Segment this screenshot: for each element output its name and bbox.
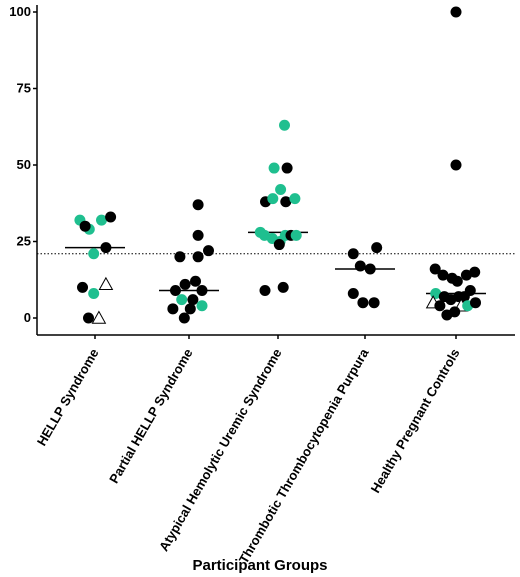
- data-point-black-12: [192, 199, 204, 211]
- data-point-black-49: [347, 288, 359, 300]
- data-point-black-47: [354, 260, 366, 272]
- y-tick-label-25: 25: [17, 234, 31, 249]
- labels-layer: HELLP Syndrome Partial HELLP SyndromeAtyp…: [34, 345, 463, 566]
- data-point-black-53: [450, 159, 462, 171]
- y-tick-label-50: 50: [17, 157, 31, 172]
- data-point-black-10: [83, 312, 94, 324]
- data-point-black-17: [179, 278, 191, 290]
- data-point-black-33: [280, 196, 292, 208]
- data-point-green-5: [88, 248, 100, 260]
- data-point-black-20: [196, 284, 208, 296]
- data-point-black-72: [449, 306, 461, 318]
- data-point-black-13: [192, 229, 204, 241]
- category-label-0: HELLP Syndrome: [34, 346, 102, 448]
- data-point-black-67: [434, 300, 446, 312]
- data-point-black-18: [190, 275, 201, 287]
- y-tick-label-0: 0: [24, 310, 31, 325]
- x-axis-title: Participant Groups: [192, 557, 327, 574]
- data-point-green-30: [275, 183, 287, 195]
- data-point-black-7: [77, 281, 89, 293]
- data-point-black-70: [470, 297, 481, 309]
- category-label-4: Healthy Pregnant Controls: [368, 346, 463, 496]
- y-tick-label-100: 100: [9, 4, 31, 19]
- data-point-black-4: [105, 211, 117, 223]
- axes: 0 25 50 75 100: [9, 4, 515, 339]
- data-point-black-43: [259, 284, 271, 296]
- category-label-1: Partial HELLP Syndrome: [106, 346, 195, 486]
- data-point-black-6: [100, 242, 112, 254]
- data-point-black-45: [347, 248, 359, 260]
- data-point-open-8: [98, 276, 114, 291]
- data-point-black-52: [450, 6, 462, 18]
- data-point-green-32: [267, 193, 279, 205]
- data-point-black-22: [187, 294, 199, 306]
- data-point-black-23: [167, 303, 179, 315]
- data-point-black-15: [174, 251, 186, 263]
- data-point-black-14: [203, 245, 214, 257]
- data-point-black-50: [357, 297, 369, 309]
- data-point-black-56: [460, 269, 472, 281]
- data-point-black-57: [469, 266, 481, 278]
- data-point-black-24: [184, 303, 196, 315]
- data-point-black-16: [192, 251, 204, 263]
- data-point-black-29: [281, 162, 293, 174]
- data-point-black-51: [368, 297, 380, 309]
- data-point-black-19: [169, 284, 181, 296]
- data-point-green-3: [96, 214, 107, 226]
- data-point-black-48: [364, 263, 376, 275]
- y-tick-label-75: 75: [17, 81, 31, 96]
- data-point-black-2: [79, 220, 91, 232]
- data-point-black-46: [371, 242, 383, 254]
- data-point-black-26: [178, 312, 190, 324]
- data-point-green-21: [176, 294, 188, 306]
- data-point-black-44: [277, 281, 289, 293]
- data-point-black-54: [429, 263, 441, 275]
- data-point-open-11: [91, 310, 107, 324]
- data-point-green-25: [196, 300, 208, 312]
- data-point-black-55: [437, 269, 449, 281]
- data-point-green-28: [268, 162, 280, 174]
- data-point-black-59: [451, 275, 463, 287]
- data-point-green-9: [88, 288, 100, 300]
- data-point-green-34: [289, 193, 301, 205]
- data-point-green-27: [279, 119, 290, 131]
- points-layer: [74, 6, 481, 324]
- data-point-green-41: [290, 229, 302, 241]
- data-point-black-42: [273, 239, 285, 251]
